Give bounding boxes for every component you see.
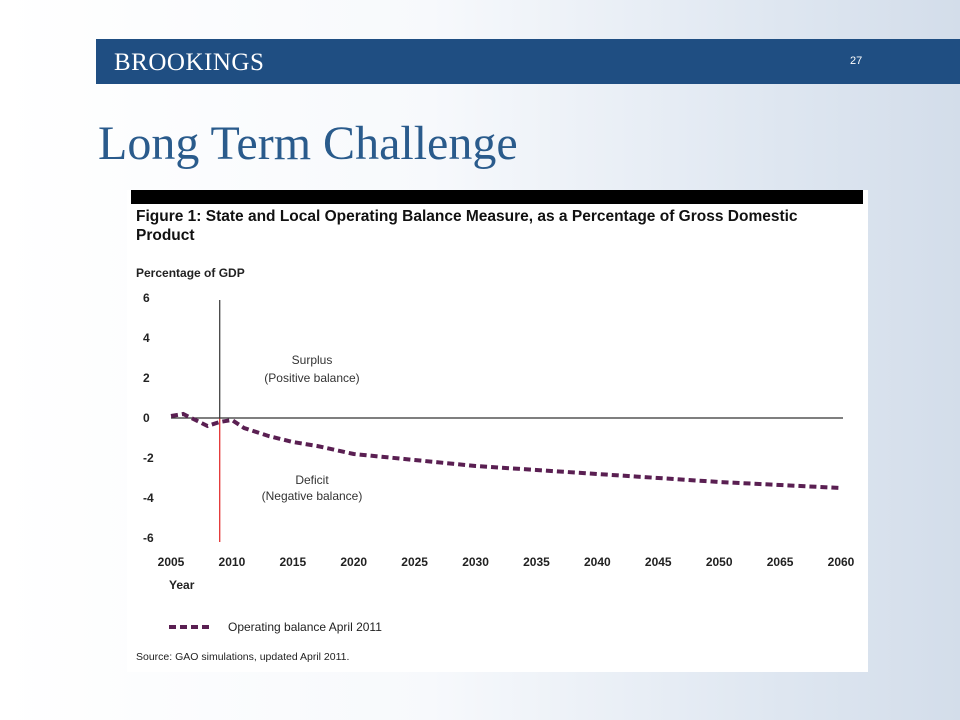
y-tick-label: 0 (143, 411, 150, 425)
y-tick-label: 2 (143, 371, 150, 385)
legend-label: Operating balance April 2011 (228, 620, 382, 634)
slide-title: Long Term Challenge (98, 117, 518, 170)
x-tick-label: 2005 (158, 555, 185, 569)
x-tick-label: 2045 (645, 555, 672, 569)
x-tick-label: 2010 (219, 555, 246, 569)
surplus-annotation-sub: (Positive balance) (264, 371, 359, 385)
figure-source: Source: GAO simulations, updated April 2… (136, 651, 349, 663)
x-tick-labels: 2005 2010 2015 2020 2025 2030 2035 2040 2045 2050… (158, 555, 855, 569)
x-tick-label: 2015 (279, 555, 306, 569)
deficit-annotation: Deficit (295, 473, 329, 487)
y-tick-labels: 6 4 2 0 -2 -4 -6 (143, 291, 154, 545)
y-tick-label: 6 (143, 291, 150, 305)
x-tick-label: 2065 (767, 555, 794, 569)
y-tick-label: 4 (143, 331, 150, 345)
figure-title: Figure 1: State and Local Operating Bala… (136, 208, 798, 244)
x-tick-label: 2050 (706, 555, 733, 569)
y-axis-label: Percentage of GDP (136, 266, 245, 280)
x-tick-label: 2040 (584, 555, 611, 569)
operating-balance-chart: Percentage of GDP 6 4 2 0 -2 -4 -6 2005 2010 201… (136, 266, 855, 663)
y-tick-label: -2 (143, 451, 154, 465)
brand-logo-text: BROOKINGS (114, 49, 265, 76)
surplus-annotation: Surplus (292, 353, 333, 367)
x-tick-label: 2030 (462, 555, 489, 569)
x-tick-label: 2060 (828, 555, 855, 569)
figure-panel: Figure 1: State and Local Operating Bala… (127, 190, 868, 672)
figure-top-rule (131, 190, 863, 204)
header-bar: BROOKINGS 27 (96, 39, 960, 84)
deficit-annotation-sub: (Negative balance) (262, 489, 363, 503)
y-tick-label: -6 (143, 531, 154, 545)
page-number: 27 (850, 55, 863, 67)
x-tick-label: 2025 (401, 555, 428, 569)
x-tick-label: 2035 (523, 555, 550, 569)
x-tick-label: 2020 (340, 555, 367, 569)
series-operating-balance-line (170, 411, 842, 490)
y-tick-label: -4 (143, 491, 154, 505)
x-axis-label: Year (169, 578, 195, 592)
